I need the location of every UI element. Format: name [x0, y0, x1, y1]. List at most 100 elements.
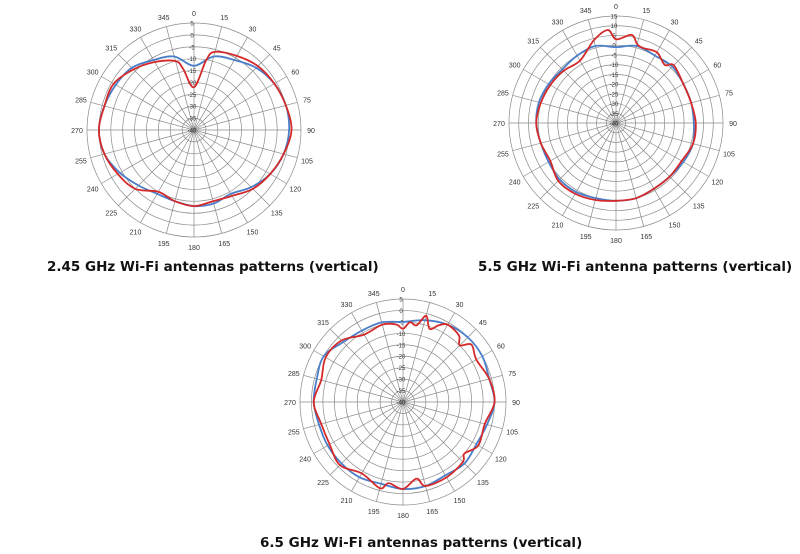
radial-tick-label: -10: [188, 57, 197, 63]
angle-tick-labels: 0 15 30 45 60 75 90 105 120 135 150 165 180 195 210 225…: [493, 4, 737, 245]
angle-tick-label: 225: [527, 204, 539, 211]
radial-tick-label: -25: [188, 93, 197, 99]
angle-tick-label: 165: [426, 509, 438, 516]
angle-tick-label: 270: [493, 121, 505, 128]
grid-spoke: [351, 401, 404, 492]
radial-tick-label: -35: [397, 389, 406, 395]
radial-tick-label: -15: [397, 343, 406, 349]
grid-spoke: [193, 129, 223, 234]
angle-tick-label: 300: [509, 63, 521, 70]
grid-spoke: [615, 69, 709, 124]
angle-tick-label: 75: [303, 98, 311, 105]
angle-tick-label: 180: [188, 245, 200, 252]
radial-tick-label: 5: [190, 22, 194, 28]
angle-tick-label: 285: [75, 98, 87, 105]
angle-tick-label: 120: [289, 187, 301, 194]
radial-tick-label: -5: [611, 53, 617, 59]
grid-spoke: [540, 122, 617, 199]
grid-spoke: [140, 37, 195, 131]
grid-spoke: [512, 94, 617, 124]
angle-tick-label: 300: [299, 344, 311, 351]
radial-tick-label: 0: [190, 33, 194, 39]
angle-tick-label: 60: [713, 63, 721, 70]
radial-tick-label: -35: [188, 117, 197, 123]
angle-tick-label: 330: [341, 302, 353, 309]
angle-tick-label: 15: [642, 8, 650, 15]
angle-tick-label: 45: [479, 320, 487, 327]
grid-spoke: [402, 401, 493, 454]
angle-tick-label: 285: [497, 91, 509, 98]
grid-spoke: [193, 129, 270, 206]
angle-tick-label: 270: [284, 400, 296, 407]
angle-tick-label: 120: [711, 180, 723, 187]
grid-spoke: [303, 401, 404, 429]
radial-tick-label: -25: [397, 366, 406, 372]
series-line-red: [97, 50, 293, 207]
polar-grid: [86, 22, 302, 238]
angle-tick-labels: 0 15 30 45 60 75 90 105 120 135 150 165 180 195 210 225…: [284, 287, 520, 520]
angle-tick-label: 45: [273, 45, 281, 52]
angle-tick-label: 30: [249, 27, 257, 34]
angle-tick-label: 135: [693, 204, 705, 211]
angle-tick-label: 195: [580, 234, 592, 241]
angle-tick-label: 30: [456, 302, 464, 309]
angle-tick-label: 90: [729, 121, 737, 128]
grid-spoke: [140, 129, 195, 223]
grid-spoke: [615, 30, 670, 124]
chart-title-2-45ghz: 2.45 GHz Wi-Fi antennas patterns (vertic…: [47, 259, 379, 275]
angle-tick-label: 0: [401, 287, 405, 294]
radial-tick-label: -35: [610, 112, 619, 118]
radial-tick-label: -10: [610, 63, 619, 69]
angle-tick-label: 165: [218, 241, 230, 248]
radial-tick-label: -10: [397, 332, 406, 338]
grid-spoke: [540, 47, 617, 124]
grid-spoke: [615, 122, 670, 216]
polar-chart-2-45ghz: 0 15 30 45 60 75 90 105 120 135 150 165 180 195 210 225…: [46, 5, 346, 253]
grid-spoke: [165, 129, 195, 234]
angle-tick-label: 210: [552, 222, 564, 229]
grid-spoke: [329, 401, 404, 476]
angle-tick-label: 0: [192, 11, 196, 18]
polar-chart-5-5ghz: 0 15 30 45 60 75 90 105 120 135 150 165 180 195 210 225…: [468, 4, 768, 253]
angle-tick-label: 105: [301, 158, 313, 165]
angle-tick-label: 210: [130, 229, 142, 236]
grid-spoke: [615, 122, 709, 177]
angle-tick-label: 225: [105, 211, 117, 218]
angle-tick-label: 225: [317, 480, 329, 487]
grid-spoke: [615, 19, 645, 124]
radial-tick-label: -40: [188, 129, 197, 135]
grid-spoke: [313, 401, 404, 454]
radial-tick-label: -15: [610, 73, 619, 79]
angle-tick-label: 135: [271, 211, 283, 218]
angle-tick-label: 105: [506, 429, 518, 436]
grid-spoke: [512, 122, 617, 152]
angle-tick-label: 240: [299, 457, 311, 464]
grid-spoke: [402, 401, 477, 476]
grid-spoke: [615, 47, 692, 124]
grid-spoke: [402, 375, 503, 403]
grid-spoke: [376, 401, 404, 502]
angle-tick-label: 60: [291, 70, 299, 77]
angle-tick-label: 195: [368, 509, 380, 516]
polar-plot-6-5ghz: 0 15 30 45 60 75 90 105 120 135 150 165 180 195 210 225…: [284, 287, 520, 520]
grid-spoke: [615, 122, 645, 227]
angle-tick-label: 345: [158, 15, 170, 22]
angle-tick-label: 315: [527, 38, 539, 45]
series-line-red: [535, 29, 697, 202]
chart-title-6-5ghz: 6.5 GHz Wi-Fi antennas patterns (vertica…: [260, 535, 583, 551]
angle-tick-label: 255: [497, 151, 509, 158]
grid-spoke: [615, 94, 720, 124]
angle-tick-label: 150: [247, 229, 259, 236]
grid-spoke: [402, 401, 455, 492]
radial-tick-label: -30: [397, 378, 406, 384]
angle-tick-label: 60: [497, 344, 505, 351]
chart-title-5-5ghz: 5.5 GHz Wi-Fi antenna patterns (vertical…: [478, 259, 793, 275]
grid-spoke: [562, 122, 617, 216]
radial-tick-labels: 5 0 -5 -10 -15 -20 -25 -30 -35 -40: [188, 22, 197, 135]
grid-spoke: [193, 54, 270, 131]
angle-tick-label: 315: [105, 45, 117, 52]
angle-tick-label: 90: [512, 400, 520, 407]
radial-tick-label: 15: [611, 15, 618, 21]
grid-spoke: [402, 302, 430, 403]
grid-spoke: [402, 328, 477, 403]
